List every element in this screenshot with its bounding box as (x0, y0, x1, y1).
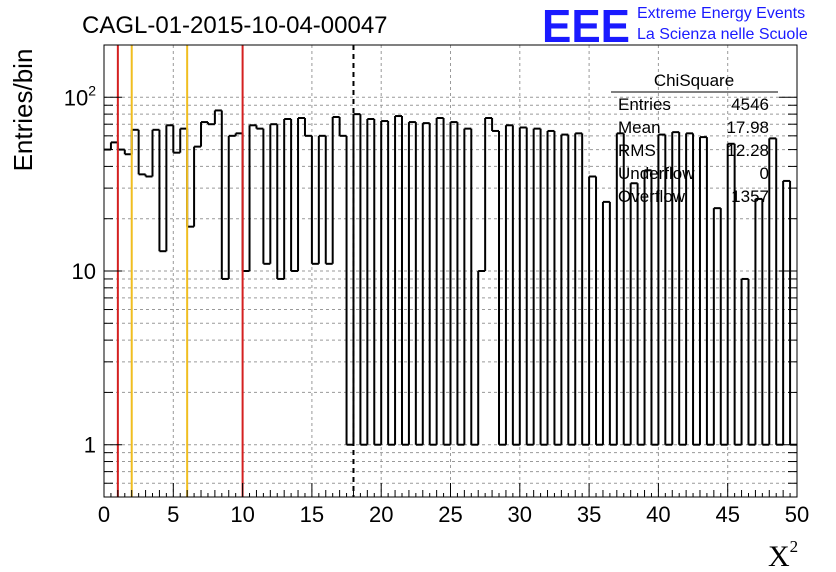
x-tick-label: 20 (369, 502, 393, 527)
logo-line-2: La Scienza nelle Scuole (637, 26, 808, 43)
stats-value: 1357 (731, 187, 769, 206)
stats-label: Underflow (618, 164, 695, 183)
stats-label: Entries (618, 95, 671, 114)
logo-line-1: Extreme Energy Events (637, 5, 805, 22)
x-tick-label: 15 (300, 502, 324, 527)
x-tick-label: 45 (715, 502, 739, 527)
y-tick-label: 1 (84, 433, 96, 458)
grid-lines (104, 45, 797, 497)
stats-value: 4546 (731, 95, 769, 114)
x-tick-label: 5 (167, 502, 179, 527)
y-axis-ticks: 1 10 102 (64, 82, 797, 484)
x-axis-label: X2 (768, 537, 798, 572)
x-tick-label: 10 (230, 502, 254, 527)
x-tick-label: 30 (508, 502, 532, 527)
x-axis-ticks: 0 5 10 15 20 25 30 35 40 45 50 (98, 483, 809, 527)
x-tick-label: 25 (438, 502, 462, 527)
stats-value: 17.98 (726, 118, 769, 137)
stats-label: Overflow (618, 187, 686, 206)
stats-value: 12.28 (726, 141, 769, 160)
stats-label: Mean (618, 118, 661, 137)
x-tick-label: 40 (646, 502, 670, 527)
eee-logo: EEE (542, 0, 630, 52)
x-tick-label: 0 (98, 502, 110, 527)
y-tick-label: 10 (72, 259, 96, 284)
y-tick-label: 102 (64, 82, 96, 110)
chart-title: CAGL-01-2015-10-04-00047 (82, 12, 388, 39)
y-axis-label: Entries/bin (8, 49, 38, 172)
histogram-bars (104, 109, 797, 446)
stats-box: ChiSquare Entries 4546 Mean 17.98 RMS 12.28 Un… (611, 71, 778, 206)
stats-box-name: ChiSquare (654, 71, 734, 90)
stats-label: RMS (618, 141, 656, 160)
stats-value: 0 (760, 164, 769, 183)
x-tick-label: 50 (785, 502, 809, 527)
x-tick-label: 35 (577, 502, 601, 527)
